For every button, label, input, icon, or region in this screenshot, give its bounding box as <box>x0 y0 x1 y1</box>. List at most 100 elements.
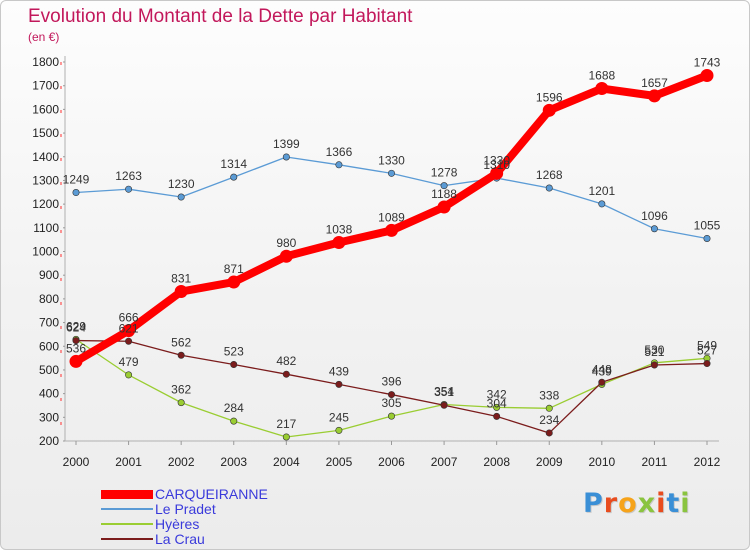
data-label: 1096 <box>641 209 668 223</box>
y-tick-label: 1800 <box>32 55 59 69</box>
x-tick-label: 2000 <box>63 455 90 469</box>
data-label: 362 <box>171 383 191 397</box>
data-label: 629 <box>66 319 86 333</box>
y-tick-label: 600 <box>39 339 59 353</box>
data-label: 980 <box>276 236 296 250</box>
data-label: 351 <box>434 385 454 399</box>
x-tick-label: 2008 <box>483 455 510 469</box>
data-point <box>122 324 136 338</box>
data-label: 1330 <box>378 153 405 167</box>
y-tick-label: 1500 <box>32 126 59 140</box>
data-point <box>230 173 238 181</box>
data-label: 562 <box>171 335 191 349</box>
legend-item: CARQUEIRANNE <box>101 486 361 502</box>
data-point <box>647 89 661 103</box>
x-tick-label: 2011 <box>642 455 668 469</box>
data-point <box>700 69 714 83</box>
data-label: 527 <box>697 344 717 358</box>
legend-swatch <box>101 523 153 525</box>
data-point <box>72 337 80 345</box>
x-tick-label: 2009 <box>536 455 563 469</box>
data-label: 1366 <box>326 145 353 159</box>
data-label: 1596 <box>536 90 563 104</box>
x-tick-label: 2005 <box>326 455 353 469</box>
data-point <box>177 351 185 359</box>
data-point <box>650 225 658 233</box>
x-tick-label: 2006 <box>378 455 405 469</box>
y-tick-label: 1300 <box>32 173 59 187</box>
y-tick-label: 1200 <box>32 197 59 211</box>
data-point <box>545 404 553 412</box>
data-label: 521 <box>644 345 664 359</box>
data-label: 621 <box>119 321 139 335</box>
data-point <box>335 380 343 388</box>
data-point <box>69 354 83 368</box>
data-point <box>230 417 238 425</box>
data-point <box>332 235 346 249</box>
data-label: 342 <box>487 387 507 401</box>
data-point <box>385 223 398 237</box>
data-point <box>493 412 501 420</box>
data-label: 624 <box>66 321 86 335</box>
x-tick-label: 2012 <box>694 455 721 469</box>
data-point <box>490 166 504 180</box>
data-point <box>437 200 451 214</box>
data-point <box>174 285 188 299</box>
data-label: 482 <box>276 354 296 368</box>
data-point <box>387 169 395 177</box>
data-label: 1743 <box>694 56 721 70</box>
data-point <box>440 182 448 190</box>
x-tick-label: 2003 <box>220 455 247 469</box>
logo-letter: i <box>680 488 691 519</box>
data-label: 1399 <box>273 137 300 151</box>
data-point <box>279 249 293 263</box>
y-tick-label: 1600 <box>32 102 59 116</box>
data-point <box>72 189 80 197</box>
y-tick-label: 900 <box>39 268 59 282</box>
data-point <box>387 391 395 399</box>
y-tick-label: 700 <box>39 316 59 330</box>
data-label: 1310 <box>483 158 510 172</box>
data-point <box>440 401 448 409</box>
data-label: 479 <box>119 355 139 369</box>
data-point <box>177 399 185 407</box>
data-point <box>125 185 133 193</box>
data-label: 354 <box>434 385 454 399</box>
legend-label: Hyères <box>155 516 200 532</box>
legend-swatch <box>101 508 153 510</box>
data-label: 1188 <box>431 187 457 201</box>
legend-label: La Crau <box>155 531 205 547</box>
line-chart: 200 300 400 500 600 700 800 900 1000 1100 1200 1300… <box>32 55 721 469</box>
data-label: 1201 <box>588 184 615 198</box>
data-point <box>703 234 711 242</box>
data-point <box>177 193 185 201</box>
data-label: 396 <box>381 375 401 389</box>
y-tick-label: 200 <box>39 434 59 448</box>
x-tick-label: 2002 <box>168 455 195 469</box>
data-label: 871 <box>224 262 244 276</box>
data-label: 666 <box>119 311 139 325</box>
data-label: 448 <box>592 362 612 376</box>
y-tick-label: 400 <box>39 387 59 401</box>
data-label: 439 <box>329 364 349 378</box>
legend-item: La Crau <box>101 531 361 547</box>
data-label: 1688 <box>588 69 615 83</box>
data-point <box>545 429 553 437</box>
logo-letter: o <box>618 488 638 519</box>
x-tick-label: 2001 <box>115 455 142 469</box>
data-label: 1268 <box>536 168 563 182</box>
data-label: 245 <box>329 410 349 424</box>
data-label: 1055 <box>694 218 721 232</box>
data-label: 549 <box>697 338 717 352</box>
data-label: 305 <box>381 396 401 410</box>
data-label: 1657 <box>641 76 668 90</box>
x-tick-label: 2004 <box>273 455 300 469</box>
y-tick-label: 1700 <box>32 79 59 93</box>
data-point <box>493 403 501 411</box>
data-label: 536 <box>66 341 86 355</box>
data-label: 1278 <box>431 166 458 180</box>
chart-subtitle: (en €) <box>28 30 60 44</box>
data-point <box>335 161 343 169</box>
legend-item: Hyères <box>101 516 361 532</box>
legend-label: Le Pradet <box>155 501 216 517</box>
